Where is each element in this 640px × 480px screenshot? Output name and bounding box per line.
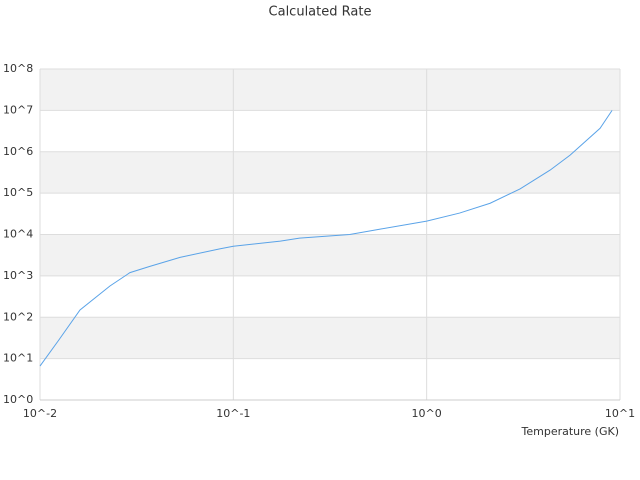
y-tick-label: 10^0 (3, 393, 33, 406)
y-tick-label: 10^8 (3, 62, 33, 75)
y-tick-label: 10^7 (3, 103, 33, 116)
x-tick-label: 10^-2 (23, 407, 57, 420)
x-tick-label: 10^-1 (216, 407, 250, 420)
y-tick-label: 10^1 (3, 352, 33, 365)
x-tick-label: 10^0 (412, 407, 442, 420)
y-tick-label: 10^6 (3, 145, 33, 158)
data-line (39, 110, 613, 367)
x-tick-label: 10^1 (605, 407, 635, 420)
y-tick-label: 10^4 (3, 228, 33, 241)
y-tick-label: 10^2 (3, 310, 33, 323)
x-axis-label: Temperature (GK) (521, 425, 620, 438)
chart-title: Calculated Rate (269, 5, 372, 20)
grid-band (40, 317, 620, 359)
y-tick-label: 10^5 (3, 186, 33, 199)
y-tick-label: 10^3 (3, 269, 33, 282)
grid-band (40, 234, 620, 276)
grid-band (40, 69, 620, 111)
grid-band (40, 151, 620, 194)
